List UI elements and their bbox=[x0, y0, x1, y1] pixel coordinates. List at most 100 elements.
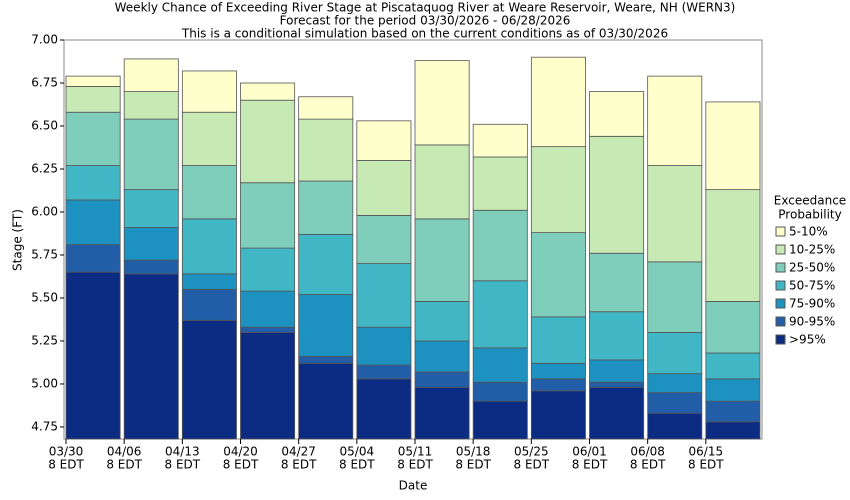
x-tick-label: 8 EDT bbox=[106, 458, 142, 472]
bar-segment bbox=[589, 387, 645, 440]
legend-label: 25-50% bbox=[789, 261, 835, 275]
bar-segment bbox=[589, 381, 645, 388]
bar-segment bbox=[123, 227, 179, 261]
bar-segment bbox=[240, 326, 296, 333]
y-tick-label: 5.00 bbox=[31, 376, 58, 390]
bar-segment bbox=[123, 91, 179, 120]
bar-segment bbox=[240, 247, 296, 292]
bar-segment bbox=[123, 189, 179, 228]
y-tick-label: 7.00 bbox=[31, 33, 58, 47]
bar-segment bbox=[414, 371, 470, 388]
legend-swatch bbox=[775, 316, 786, 327]
y-tick-label: 5.50 bbox=[31, 290, 58, 304]
x-tick-label: 03/30 bbox=[49, 445, 84, 459]
bar-segment bbox=[647, 392, 703, 414]
bar-segment bbox=[589, 359, 645, 383]
bar-segment bbox=[705, 400, 761, 423]
x-tick-label: 8 EDT bbox=[455, 458, 491, 472]
bar-segment bbox=[530, 362, 586, 380]
x-tick-label: 8 EDT bbox=[397, 458, 433, 472]
bar-segment bbox=[414, 387, 470, 440]
legend-label: >95% bbox=[789, 333, 826, 347]
bar-segment bbox=[240, 82, 296, 101]
legend-label: 90-95% bbox=[789, 315, 835, 329]
x-tick-label: 06/15 bbox=[689, 445, 724, 459]
bar-segment bbox=[647, 373, 703, 393]
bar-segment bbox=[472, 123, 528, 158]
y-tick-label: 5.25 bbox=[31, 333, 58, 347]
x-axis-label: Date bbox=[399, 479, 428, 493]
bar-segment bbox=[589, 91, 645, 137]
bar-segment bbox=[181, 319, 237, 440]
bar-segment bbox=[181, 70, 237, 113]
bar-segment bbox=[240, 331, 296, 440]
bar-segment bbox=[414, 60, 470, 146]
x-tick-label: 8 EDT bbox=[223, 458, 259, 472]
bar-segment bbox=[414, 301, 470, 342]
x-tick-label: 8 EDT bbox=[514, 458, 550, 472]
bar-segment bbox=[472, 209, 528, 282]
bar-segment bbox=[705, 352, 761, 380]
bar-segment bbox=[123, 118, 179, 191]
y-tick-label: 6.25 bbox=[31, 161, 58, 175]
bar-segment bbox=[705, 101, 761, 191]
bar-segment bbox=[240, 99, 296, 184]
y-tick-label: 6.75 bbox=[31, 75, 58, 89]
bar-segment bbox=[65, 244, 121, 273]
y-tick-label: 6.50 bbox=[31, 118, 58, 132]
bar-segment bbox=[65, 86, 121, 113]
legend-swatch bbox=[775, 226, 786, 237]
x-tick-label: 8 EDT bbox=[688, 458, 724, 472]
bar-segment bbox=[705, 421, 761, 440]
bar-segment bbox=[530, 232, 586, 318]
legend-label: 10-25% bbox=[789, 243, 835, 257]
x-tick-label: 8 EDT bbox=[165, 458, 201, 472]
x-tick-label: 05/11 bbox=[398, 445, 433, 459]
bar-segment bbox=[356, 159, 412, 216]
bar-segment bbox=[589, 311, 645, 361]
bar-segment bbox=[181, 111, 237, 166]
bar-segment bbox=[356, 364, 412, 380]
legend-swatch bbox=[775, 334, 786, 345]
bar-segment bbox=[65, 111, 121, 166]
bar-segment bbox=[65, 199, 121, 246]
bar-segment bbox=[589, 252, 645, 313]
bar-segment bbox=[65, 271, 121, 440]
x-tick-label: 8 EDT bbox=[630, 458, 666, 472]
bar-segment bbox=[123, 273, 179, 440]
chart-subtitle: Forecast for the period 03/30/2026 - 06/… bbox=[280, 14, 571, 28]
legend-label: 50-75% bbox=[789, 279, 835, 293]
x-tick-label: 8 EDT bbox=[48, 458, 84, 472]
legend-label: 5-10% bbox=[789, 225, 828, 239]
x-tick-label: 8 EDT bbox=[339, 458, 375, 472]
bar-segment bbox=[298, 356, 354, 364]
bar-segment bbox=[356, 326, 412, 366]
bar-segment bbox=[356, 215, 412, 264]
bar-segment bbox=[647, 75, 703, 166]
bar-segment bbox=[298, 233, 354, 295]
bar-segment bbox=[705, 189, 761, 302]
bar-segment bbox=[181, 288, 237, 321]
bar-segment bbox=[472, 347, 528, 383]
legend-swatch bbox=[775, 298, 786, 309]
x-tick-label: 06/01 bbox=[572, 445, 607, 459]
x-tick-label: 06/08 bbox=[630, 445, 665, 459]
legend-swatch bbox=[775, 262, 786, 273]
bar-segment bbox=[589, 135, 645, 254]
x-tick-label: 05/18 bbox=[456, 445, 491, 459]
legend-label: 75-90% bbox=[789, 297, 835, 311]
bar-segment bbox=[298, 118, 354, 182]
bar-segment bbox=[181, 218, 237, 275]
chart-subtitle: This is a conditional simulation based o… bbox=[181, 27, 668, 41]
bar-segment bbox=[530, 390, 586, 440]
y-axis-label: Stage (FT) bbox=[11, 209, 25, 271]
y-tick-label: 4.75 bbox=[31, 419, 58, 433]
bar-segment bbox=[414, 218, 470, 302]
bar-segment bbox=[65, 165, 121, 201]
bar-segment bbox=[123, 58, 179, 92]
bar-segment bbox=[705, 378, 761, 402]
bar-segment bbox=[647, 412, 703, 440]
x-tick-label: 04/13 bbox=[165, 445, 200, 459]
bar-segment bbox=[65, 75, 121, 87]
bar-segment bbox=[530, 146, 586, 234]
